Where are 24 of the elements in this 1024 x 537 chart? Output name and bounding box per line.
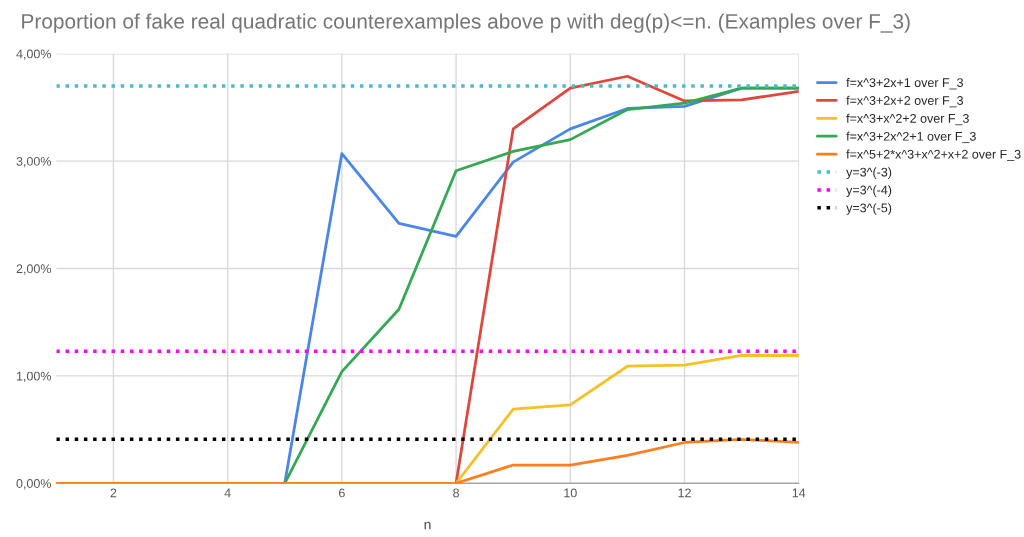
y-tick-label: 4,00% [16,49,52,60]
x-tick-label: 2 [110,488,117,498]
line-series [454,74,799,484]
legend-label: y=3^(-5) [846,203,892,215]
chart-title: Proportion of fake real quadratic counterexamples above p with deg(p)<=n. (Examples over F_3) [22,13,910,33]
x-axis-title: n [424,521,431,530]
x-tick-label: 6 [339,488,345,498]
y-tick-label: 1,00% [16,371,52,383]
y-tick-label: 0,00% [16,479,52,490]
legend-label: y=3^(-3) [846,167,892,179]
x-tick-label: 4 [224,488,231,498]
y-tick-label: 2,00% [16,264,52,275]
x-tick-label: 8 [453,488,460,498]
legend-label: f=x^3+2x^2+1 over F_3 [846,131,976,144]
y-tick-label: 3,00% [16,156,52,168]
legend-label: f=x^5+2*x^3+x^2+x+2 over F_3 [846,149,1021,161]
x-tick-label: 14 [792,488,806,498]
x-tick-label: 10 [564,488,577,498]
legend-label: f=x^3+x^2+2 over F_3 [846,113,969,126]
line-series [454,354,799,484]
legend-label: f=x^3+2x+2 over F_3 [846,95,963,108]
x-tick-label: 12 [678,488,691,498]
legend-label: y=3^(-4) [846,185,892,197]
legend-label: f=x^3+2x+1 over F_3 [846,77,963,90]
